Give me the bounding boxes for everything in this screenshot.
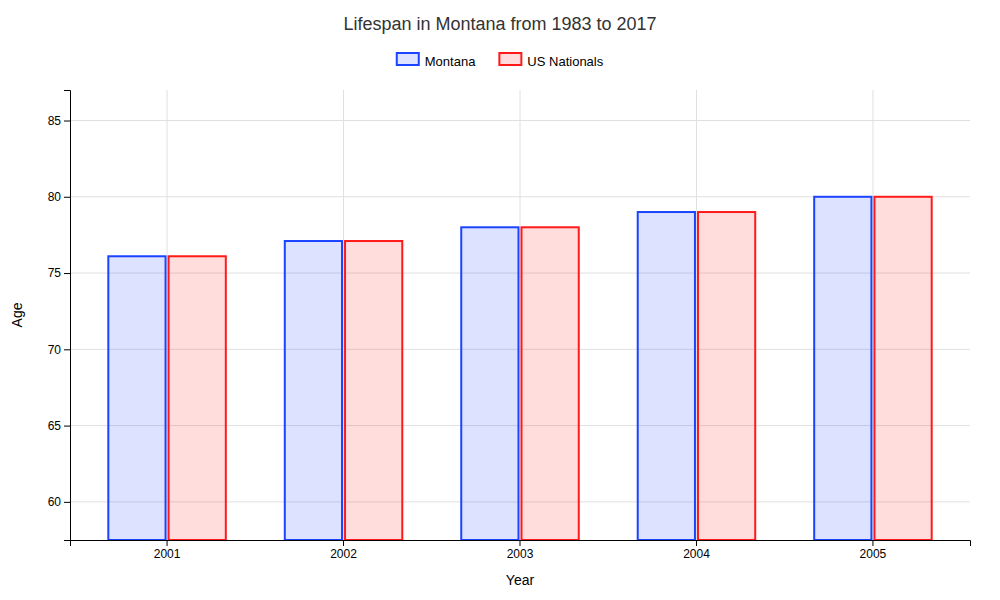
bar (345, 241, 402, 540)
legend-label: US Nationals (527, 54, 603, 69)
chart: 2001 2002 2003 2004 2005 60 65 70 75 80 85 Year Age L… (0, 0, 1000, 600)
grid-line (167, 90, 168, 540)
plot: 2001 2002 2003 2004 2005 60 65 70 75 80 85 (48, 90, 971, 561)
tick: 2004 (683, 540, 710, 561)
bars (108, 197, 931, 540)
bar (522, 227, 579, 540)
grid-line (343, 90, 344, 540)
tick: 2003 (507, 540, 534, 561)
tick-mark (64, 502, 70, 503)
tick-label: 2003 (507, 547, 534, 561)
grid-line (872, 90, 873, 540)
bar (108, 256, 165, 540)
tick-label: 70 (48, 343, 62, 357)
tick-mark (64, 121, 70, 122)
tick-mark (167, 540, 168, 546)
bar (638, 212, 695, 540)
axis-line (64, 91, 71, 541)
tick-mark (64, 349, 70, 350)
bar-series (108, 197, 871, 540)
y-axis: 60 65 70 75 80 85 (48, 91, 71, 541)
tick-label: 85 (48, 114, 62, 128)
tick-label: 65 (48, 419, 62, 433)
legend-swatch (397, 53, 419, 65)
grid-line (520, 90, 521, 540)
tick-mark (520, 540, 521, 546)
tick: 2002 (330, 540, 357, 561)
bar (698, 212, 755, 540)
bar (814, 197, 871, 540)
y-axis-title: Age (9, 302, 25, 327)
tick-label: 2002 (330, 547, 357, 561)
tick: 85 (48, 114, 70, 128)
bar-series (169, 197, 932, 540)
legend-item: Montana (397, 53, 476, 69)
tick-label: 2005 (860, 547, 887, 561)
tick-label: 80 (48, 190, 62, 204)
x-axis-title: Year (506, 572, 535, 588)
bar (461, 227, 518, 540)
legend-item: US Nationals (499, 53, 603, 69)
tick-mark (696, 540, 697, 546)
tick: 65 (48, 419, 70, 433)
tick-label: 2004 (683, 547, 710, 561)
tick-mark (872, 540, 873, 546)
tick-mark (64, 426, 70, 427)
tick-label: 60 (48, 495, 62, 509)
bar (285, 241, 342, 540)
tick-label: 75 (48, 266, 62, 280)
legend: Montana US Nationals (397, 53, 604, 69)
grid-line (696, 90, 697, 540)
bar (874, 197, 931, 540)
tick-mark (64, 273, 70, 274)
tick-mark (343, 540, 344, 546)
tick-label: 2001 (154, 547, 181, 561)
axis-line (71, 541, 971, 547)
tick: 2005 (860, 540, 887, 561)
tick: 60 (48, 495, 70, 509)
tick-mark (64, 197, 70, 198)
tick: 80 (48, 190, 70, 204)
tick: 2001 (154, 540, 181, 561)
legend-swatch (499, 53, 521, 65)
tick: 70 (48, 343, 70, 357)
tick: 75 (48, 266, 70, 280)
bar (169, 256, 226, 540)
x-axis: 2001 2002 2003 2004 2005 (71, 540, 971, 561)
legend-label: Montana (425, 54, 476, 69)
title: Lifespan in Montana from 1983 to 2017 (343, 14, 656, 34)
grid (70, 90, 970, 540)
